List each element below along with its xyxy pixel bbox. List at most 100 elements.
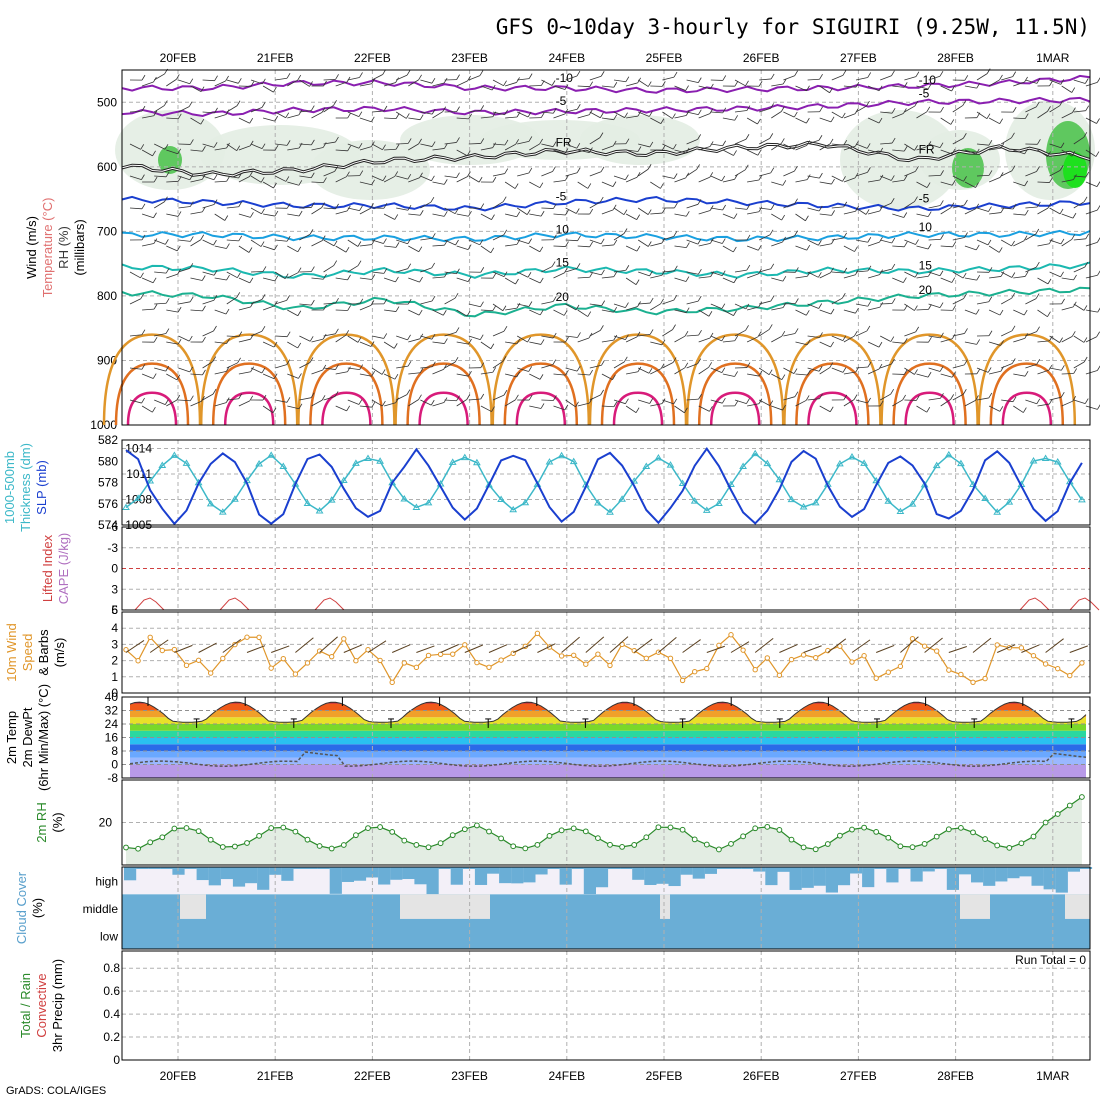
wind-barb-flag	[1047, 311, 1051, 317]
wind-barb-flag	[962, 389, 967, 395]
thickness-marker	[557, 451, 566, 459]
wind-barb	[359, 83, 372, 87]
wind-speed-marker	[280, 655, 286, 662]
wind-barb	[565, 172, 578, 177]
wind-barb-flag	[502, 356, 507, 362]
wind-barb	[287, 405, 300, 410]
wind-barb-flag	[431, 295, 436, 302]
wind-barb-flag	[176, 245, 181, 252]
wind-barb-flag	[152, 373, 157, 379]
cloud-high-bar	[281, 867, 294, 881]
cloud-high-bar	[390, 867, 403, 880]
wind-barb	[420, 201, 432, 209]
wind-barb-flag	[1061, 365, 1065, 371]
wind-barb	[613, 269, 626, 273]
wind-speed-marker	[135, 658, 141, 664]
boundary-isotherm	[309, 362, 384, 426]
wind-barb-flag	[589, 272, 594, 278]
wind-barb	[190, 179, 203, 183]
wind-barb-flag	[770, 167, 775, 174]
wind-barb-flag	[224, 215, 229, 221]
wind-barb	[601, 85, 614, 88]
wind-barb	[541, 171, 553, 177]
wind-barb-flag	[357, 260, 362, 266]
wind-barb-flag	[322, 364, 327, 371]
wind-barb-flag	[274, 244, 278, 251]
wind-barb-flag	[1059, 337, 1063, 343]
wind-barb	[1049, 335, 1060, 343]
wind-barb	[408, 117, 421, 121]
date-label-top: 25FEB	[646, 51, 683, 65]
wind-barb	[650, 274, 663, 279]
wind-barb-flag	[625, 302, 629, 308]
wind-barb-flag	[757, 331, 762, 338]
wind-barb	[504, 277, 516, 285]
wind-barb	[408, 245, 420, 253]
wind-barb	[141, 149, 153, 157]
wind-barb	[517, 271, 529, 278]
wind-tick-label: 3	[111, 637, 118, 651]
wind-barb	[867, 117, 880, 124]
isotherm-label: FR	[556, 135, 572, 149]
wind-barb-flag	[1011, 358, 1016, 364]
thickness-ylabel: Thickness (dm)	[18, 443, 33, 532]
thickness-marker	[122, 503, 130, 511]
wind-barb	[807, 207, 820, 212]
wind-barb	[541, 111, 554, 114]
wind-barb	[964, 149, 977, 155]
rh-marker	[316, 843, 323, 849]
wind-barb	[505, 243, 518, 247]
boundary-isotherm	[491, 333, 591, 426]
cloud-high-bar	[1019, 867, 1032, 877]
wind-barb-flag	[200, 234, 205, 240]
wind-barb-flag	[1036, 398, 1041, 405]
wind-barb	[747, 403, 759, 407]
wind-barb	[456, 277, 469, 283]
wind-barb	[698, 85, 711, 90]
cape-bump	[1069, 597, 1100, 611]
wind-barb-flag	[684, 407, 688, 413]
wind-barb	[795, 245, 807, 251]
wind-barb-flag	[915, 166, 919, 172]
wind-barb	[166, 399, 177, 407]
wind-barb-flag	[1061, 298, 1065, 305]
wind-speed-marker	[353, 658, 359, 664]
thickness-tick-label: 578	[98, 476, 118, 490]
wind-barb	[734, 399, 747, 404]
wind-barb	[686, 363, 698, 369]
wind-barb-flag	[782, 404, 786, 411]
thickness-marker	[569, 457, 578, 465]
wind-barb	[396, 335, 408, 341]
wind-barb-flag	[636, 331, 641, 338]
wind-barb-flag	[926, 407, 931, 413]
wind-speed-marker	[958, 671, 964, 678]
wind-barb-flag	[734, 115, 739, 121]
wind-barb-flag	[746, 398, 750, 404]
wind-barb-flag	[189, 78, 194, 84]
wind-barb	[456, 149, 468, 157]
wind-barb-flag	[249, 277, 254, 284]
cloud-high-bar	[1031, 867, 1044, 886]
wind-barb	[444, 142, 457, 145]
wind-barb-flag	[444, 271, 448, 278]
wind-barb	[262, 117, 275, 122]
wind-barb-flag	[261, 325, 266, 332]
wind-barb	[988, 309, 1001, 316]
wind-barb-flag	[456, 106, 460, 112]
boundary-isotherm	[807, 391, 858, 426]
wind-barb	[432, 309, 444, 316]
wind-barb-flag	[805, 215, 809, 221]
temp-frame	[121, 696, 1091, 779]
wind-barb-flag	[419, 276, 423, 283]
wind-barb	[650, 341, 663, 346]
thickness-marker	[497, 495, 505, 503]
wind-barb-flag	[1059, 165, 1064, 171]
wind-barb-flag	[685, 110, 690, 116]
wind-barb	[807, 335, 820, 338]
wind-barb	[1013, 240, 1025, 247]
wind-barb-flag	[237, 272, 241, 278]
thickness-marker	[811, 498, 820, 506]
wind-barb-flag	[964, 75, 969, 81]
thickness-marker	[1005, 498, 1014, 505]
